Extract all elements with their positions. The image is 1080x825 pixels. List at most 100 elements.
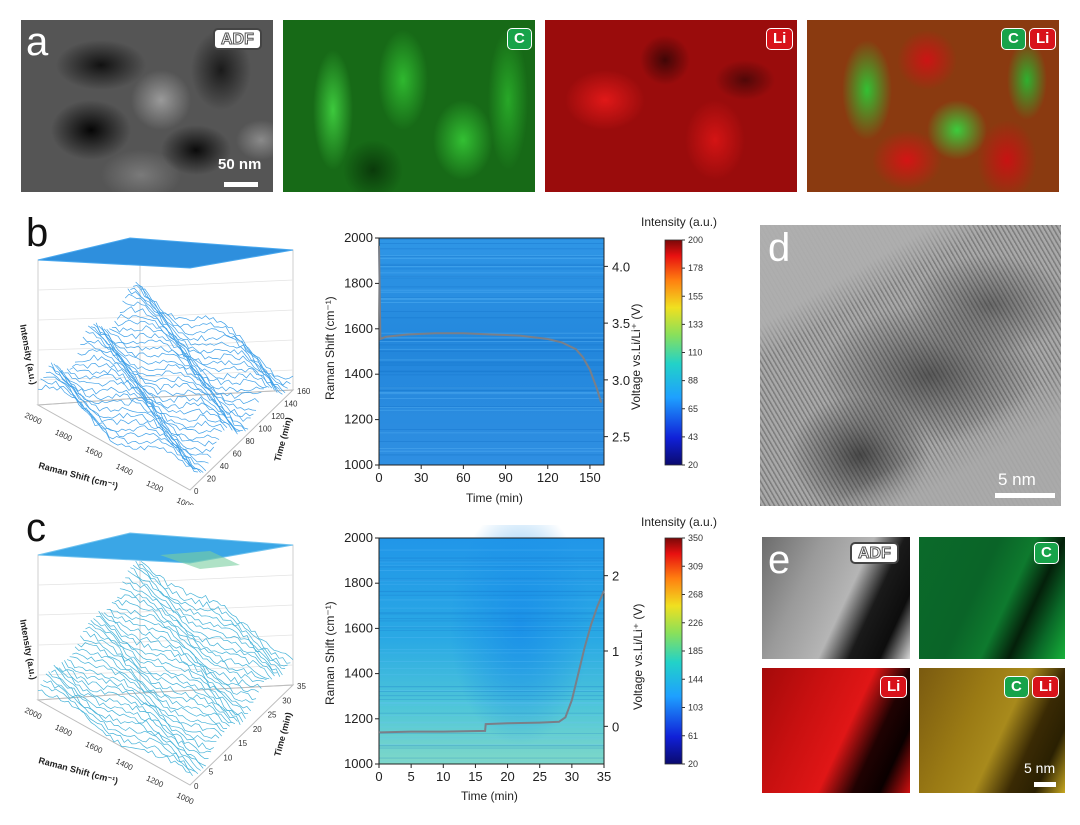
colorbar-tick-label: 268 (688, 590, 703, 600)
spectrum-line (69, 367, 222, 434)
x-tick-label: 60 (456, 470, 470, 485)
spectrum-line (98, 325, 251, 422)
spectrum-line (77, 642, 230, 727)
panel-letter-d: d (768, 226, 791, 270)
spectrum-line (101, 612, 254, 703)
spectrum-line (111, 325, 264, 393)
colorbar-tick-label: 185 (688, 646, 703, 656)
spectrum-line (82, 336, 236, 430)
spectrum-line (37, 384, 191, 467)
x-tick-label: 30 (414, 470, 428, 485)
spectrum-line (138, 564, 291, 664)
overlay-lithium-label-e: Li (1032, 676, 1060, 698)
spectrum-line (98, 610, 251, 712)
spectrum-line (51, 669, 204, 769)
x-tick-label: 0 (375, 769, 382, 784)
x-tick-label: 1600 (84, 445, 104, 461)
spectrum-line (61, 662, 214, 750)
lithium-label-e: Li (880, 676, 908, 698)
spectrum-line (61, 370, 215, 454)
y-tick-label: 60 (233, 450, 242, 459)
y-tick-label: 1000 (344, 457, 373, 472)
spectrum-line (96, 615, 249, 714)
heatmap-area (379, 238, 604, 465)
right-axis-label: Voltage vs.Li/Li⁺ (V) (629, 304, 643, 410)
spectrum-line (53, 664, 206, 767)
spectrum-line (43, 376, 196, 470)
x-tick-label: 30 (565, 769, 579, 784)
spectrum-line (93, 323, 246, 432)
y-tick-label: 0 (194, 487, 199, 496)
scale-bar (224, 182, 258, 187)
y-tick-label: 80 (246, 437, 255, 446)
voltage-curve (378, 590, 605, 734)
scale-label: 50 nm (218, 156, 262, 173)
colorbar-tick-label: 178 (688, 263, 703, 273)
spectrum-line (135, 281, 288, 389)
x-tick-label: 25 (532, 769, 546, 784)
spectrum-line (103, 612, 257, 701)
colorbar-tick-label: 20 (688, 759, 698, 769)
colorbar-title: Intensity (a.u.) (641, 515, 717, 529)
spectrum-line (127, 570, 281, 677)
right-tick-label: 1 (612, 644, 619, 659)
y-tick-label: 160 (297, 387, 311, 396)
x-tick-label: 1200 (145, 479, 165, 495)
y-tick-label: 1600 (344, 321, 373, 336)
spectrum-line (138, 284, 291, 386)
spectrum-line (80, 342, 233, 431)
spectrum-line (69, 656, 222, 737)
carbon-label: C (507, 28, 532, 50)
y-tick-label: 1600 (344, 620, 373, 635)
spectrum-line (37, 689, 191, 774)
overlay-lithium-label: Li (1029, 28, 1057, 50)
right-axis-label: Voltage vs.Li/Li⁺ (V) (631, 604, 645, 710)
colorbar-tick-label: 43 (688, 432, 698, 442)
lithium-label: Li (766, 28, 794, 50)
right-tick-label: 3.0 (612, 373, 630, 388)
y-tick-label: 0 (194, 782, 199, 791)
y-tick-label: 1400 (344, 666, 373, 681)
spectrum-line (43, 680, 196, 772)
adf-label: ADF (213, 28, 262, 50)
x-tick-label: 120 (537, 470, 559, 485)
adf-label-e: ADF (850, 542, 899, 564)
y-tick-label: 20 (253, 725, 262, 734)
spectrum-line (119, 306, 273, 389)
colorbar-tick-label: 20 (688, 460, 698, 470)
heatmap-b: 1000 1200 1400 1600 1800 2000 0 30 60 90 120 150 2.5… (323, 230, 643, 505)
surface-plot-b: Intensity (a.u.) Raman Shift (cm⁻¹) Time… (18, 237, 311, 505)
y-tick-label: 40 (220, 462, 229, 471)
x-tick-label: 1000 (175, 791, 195, 805)
spectrum-line (125, 577, 278, 674)
spectrum-line (130, 567, 283, 676)
spectrum-line (140, 561, 294, 661)
spectrum-line (122, 300, 275, 391)
x-tick-label: 1400 (114, 462, 134, 478)
heatmap-c: 1000 1200 1400 1600 1800 2000 0 5 10 15 20 25 30 35 0 1… (323, 525, 645, 803)
y-tick-label: 1200 (344, 412, 373, 427)
spectrum-line (40, 378, 193, 468)
colorbar-tick-label: 133 (688, 319, 703, 329)
spectrum-line (77, 349, 230, 426)
x-tick-label: 5 (408, 769, 415, 784)
y-tick-label: 15 (238, 739, 247, 748)
colorbar-tick-label: 226 (688, 618, 703, 628)
x-tick-label: 2000 (23, 411, 43, 427)
y-tick-label: 1800 (344, 575, 373, 590)
y-tick-label: 10 (223, 753, 232, 762)
y-tick-label: 2000 (344, 230, 373, 245)
y-tick-label: 1800 (344, 275, 373, 290)
spectrum-line (45, 673, 199, 775)
scale-bar-d (995, 493, 1055, 498)
colorbar-tick-label: 200 (688, 235, 703, 245)
spectrum-line (106, 609, 259, 693)
spectrum-line (85, 330, 238, 435)
spectrum-line (72, 652, 225, 733)
y-tick-label: 2000 (344, 530, 373, 545)
scale-label-e: 5 nm (1024, 760, 1056, 776)
overlay-carbon-label-e: C (1004, 676, 1029, 698)
scale-bar-e (1034, 782, 1056, 787)
spectrum-line (109, 609, 262, 689)
x-tick-label: 20 (500, 769, 514, 784)
